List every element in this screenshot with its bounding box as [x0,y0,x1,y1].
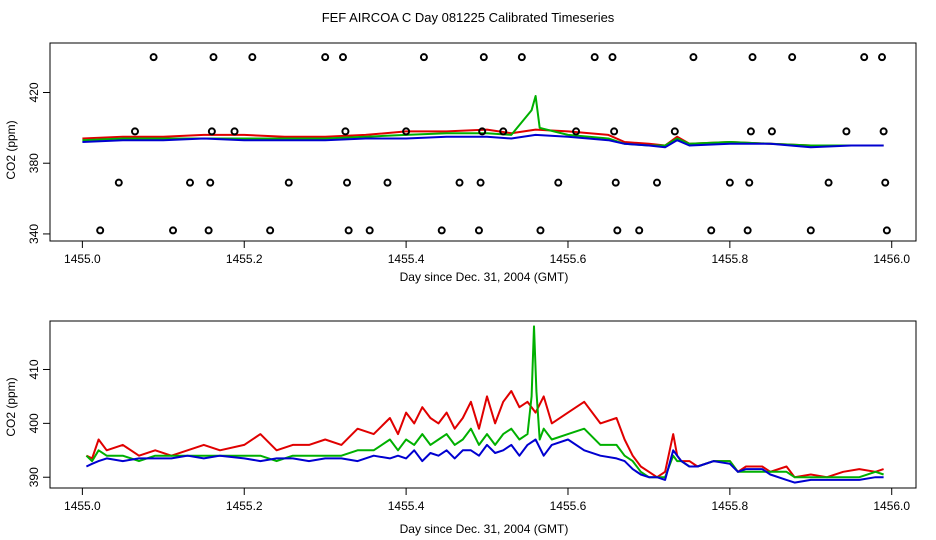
bottom-panel: 1455.0 1455.2 1455.4 1455.6 1455.8 1456.0 390 4… [4,320,917,536]
top-marker-point [842,127,851,136]
top-marker-point [882,226,891,235]
top-marker-point [788,53,797,62]
top-marker-point [635,226,644,235]
top-marker-point [590,53,599,62]
top-marker-point [230,127,239,136]
bottom-x-axis-label: Day since Dec. 31, 2004 (GMT) [400,522,569,536]
top-panel: 1455.0 1455.2 1455.4 1455.6 1455.8 1456.0 340 3… [4,42,917,284]
top-y-tick-label: 340 [27,224,41,244]
top-marker-point [207,127,216,136]
top-x-tick-label: 1455.0 [64,252,101,266]
top-marker-point [670,127,679,136]
top-marker-point [725,178,734,187]
bottom-x-tick-label: 1455.4 [388,499,425,513]
top-marker-point [748,53,757,62]
top-marker-point [169,226,178,235]
top-y-axis-label: CO2 (ppm) [4,120,18,179]
top-marker-point [114,178,123,187]
top-marker-point [96,226,105,235]
bottom-series-green [85,325,884,479]
top-marker-point [743,226,752,235]
bottom-x-tick-label: 1455.0 [64,499,101,513]
figure-title: FEF AIRCOA C Day 081225 Calibrated Times… [322,10,615,25]
top-plot-frame [49,42,917,242]
top-x-tick-label: 1455.2 [226,252,263,266]
top-marker-point [653,178,662,187]
top-marker-point [344,226,353,235]
top-marker-point [610,127,619,136]
top-marker-point [476,178,485,187]
top-y-tick-label: 420 [27,82,41,102]
bottom-series-blue [85,438,884,484]
top-series-lines [82,95,884,149]
top-marker-point [437,226,446,235]
bottom-y-tick-label: 410 [27,359,41,379]
bottom-axis-ticks: 1455.0 1455.2 1455.4 1455.6 1455.8 1456.0 390 4… [27,359,910,513]
top-marker-point [343,178,352,187]
top-marker-point [879,127,888,136]
top-marker-point [206,178,215,187]
top-marker-points [96,53,891,235]
top-marker-point [608,53,617,62]
top-marker-point [341,127,350,136]
top-marker-point [878,53,887,62]
top-marker-point [572,127,581,136]
top-marker-point [746,127,755,136]
top-marker-point [611,178,620,187]
top-marker-point [536,226,545,235]
top-marker-point [745,178,754,187]
top-marker-point [860,53,869,62]
top-marker-point [474,226,483,235]
top-marker-point [613,226,622,235]
top-series-blue [82,133,884,149]
top-marker-point [338,53,347,62]
top-x-axis-label: Day since Dec. 31, 2004 (GMT) [400,270,569,284]
top-marker-point [767,127,776,136]
bottom-plot-frame [49,320,917,489]
bottom-series-lines [85,325,884,484]
bottom-y-tick-label: 400 [27,413,41,433]
top-x-tick-label: 1455.8 [711,252,748,266]
top-marker-point [806,226,815,235]
top-series-green [82,95,884,147]
bottom-x-tick-label: 1455.6 [550,499,587,513]
top-x-tick-label: 1455.4 [388,252,425,266]
top-marker-point [365,226,374,235]
bottom-x-tick-label: 1455.2 [226,499,263,513]
top-marker-point [204,226,213,235]
top-marker-point [419,53,428,62]
top-y-tick-label: 380 [27,153,41,173]
top-marker-point [499,127,508,136]
top-marker-point [517,53,526,62]
top-marker-point [707,226,716,235]
bottom-x-tick-label: 1456.0 [873,499,910,513]
top-marker-point [130,127,139,136]
bottom-y-axis-label: CO2 (ppm) [4,377,18,436]
bottom-y-tick-label: 390 [27,467,41,487]
top-marker-point [284,178,293,187]
top-marker-point [881,178,890,187]
top-marker-point [478,127,487,136]
top-marker-point [149,53,158,62]
top-marker-point [321,53,330,62]
top-marker-point [186,178,195,187]
top-marker-point [455,178,464,187]
top-marker-point [266,226,275,235]
top-marker-point [248,53,257,62]
top-x-tick-label: 1456.0 [873,252,910,266]
bottom-x-tick-label: 1455.8 [711,499,748,513]
top-marker-point [689,53,698,62]
top-x-tick-label: 1455.6 [550,252,587,266]
top-marker-point [383,178,392,187]
bottom-series-red [85,390,884,479]
top-marker-point [554,178,563,187]
top-marker-point [402,127,411,136]
top-axis-ticks: 1455.0 1455.2 1455.4 1455.6 1455.8 1456.0 340 3… [27,82,910,266]
top-marker-point [209,53,218,62]
top-marker-point [479,53,488,62]
top-marker-point [824,178,833,187]
